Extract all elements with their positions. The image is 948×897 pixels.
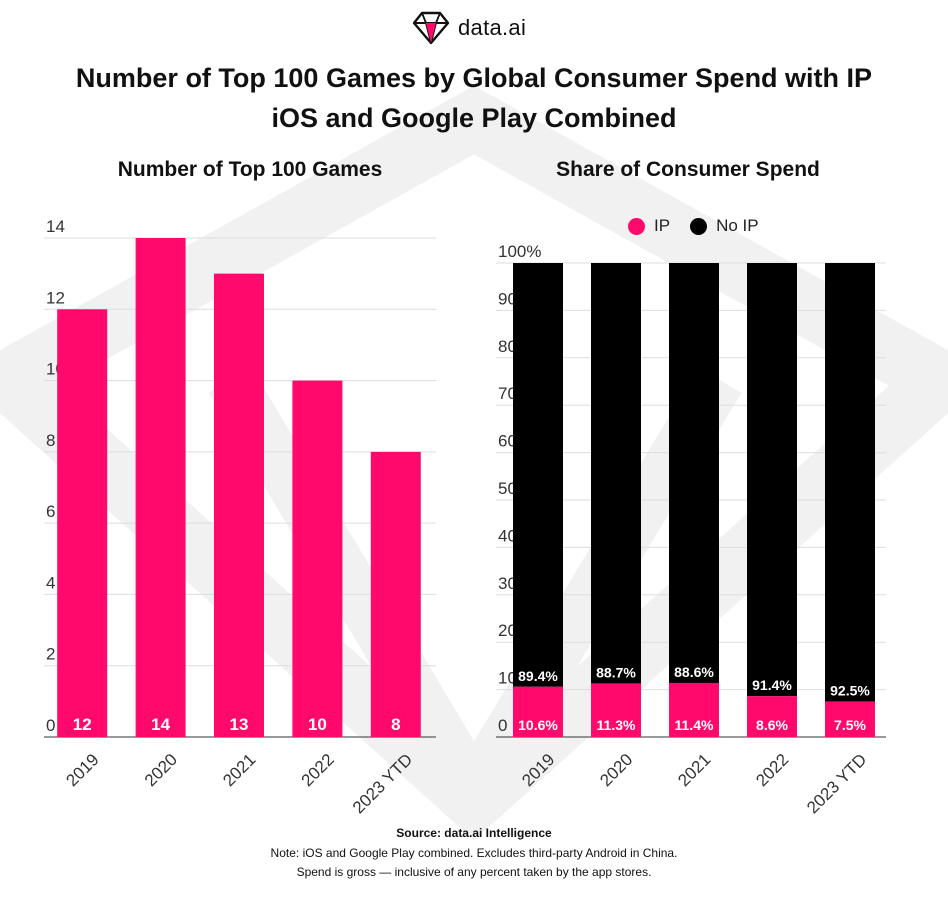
right-bar-no-ip [591,263,641,684]
legend: IP No IP [628,216,779,236]
legend-label-ip: IP [654,216,671,235]
right-x-tick-label: 2020 [596,750,636,790]
brand-logo: data.ai [412,8,552,48]
right-ip-label: 10.6% [518,717,558,733]
left-bar [135,238,186,737]
right-chart-title: Share of Consumer Spend [556,158,820,181]
legend-label-no-ip: No IP [716,216,759,235]
right-bar-ip [747,696,797,737]
right-ip-label: 11.4% [675,717,714,733]
right-ip-label: 11.3% [597,717,636,733]
left-y-tick-label: 12 [46,288,65,307]
left-y-tick-label: 0 [46,716,55,735]
right-ip-label: 7.5% [834,717,866,733]
left-y-tick-label: 2 [46,645,55,664]
page-title-line1: Number of Top 100 Games by Global Consum… [75,63,873,93]
right-y-tick-label: 100% [498,242,541,261]
legend-swatch-no-ip [690,217,708,235]
left-bar [57,309,108,737]
right-bar-no-ip [513,263,563,687]
right-y-tick-label: 0 [498,716,507,735]
right-no-ip-label: 88.7% [596,664,636,680]
left-y-tick-label: 6 [46,502,55,521]
legend-item-ip: IP [628,216,670,236]
left-y-tick-label: 4 [46,573,55,592]
footer-note-2: Spend is gross — inclusive of any percen… [296,865,652,879]
right-bar-no-ip [747,263,797,697]
right-no-ip-label: 91.4% [752,677,792,693]
footer-note-1: Note: iOS and Google Play combined. Excl… [270,846,678,860]
left-y-tick-label: 14 [46,217,65,236]
right-x-tick-label: 2019 [518,750,558,790]
right-bar-ip [591,683,641,737]
legend-swatch-ip [628,217,645,235]
right-bar-no-ip [825,263,875,702]
right-x-tick-label: 2023 YTD [803,750,870,817]
right-x-tick-label: 2022 [752,750,792,790]
left-bar-label: 8 [391,715,400,734]
left-bar-label: 12 [73,715,92,734]
right-no-ip-label: 89.4% [518,668,558,684]
brand-name: data.ai [458,15,527,40]
right-bar-ip [669,682,719,737]
footer-source: Source: data.ai Intelligence [396,826,552,840]
right-no-ip-label: 88.6% [674,664,714,680]
right-no-ip-label: 92.5% [830,682,870,698]
right-bar-ip [825,701,875,737]
left-chart-title: Number of Top 100 Games [117,158,383,181]
page-title-line2: iOS and Google Play Combined [271,103,677,133]
left-y-tick-label: 8 [46,431,55,450]
right-x-tick-label: 2021 [674,750,714,790]
right-bar-no-ip [669,263,719,683]
left-bar-label: 10 [308,715,327,734]
right-bar-ip [513,686,563,737]
left-bar [292,380,343,737]
legend-item-no-ip: No IP [690,216,759,236]
diamond-icon [412,11,450,45]
left-bar-label: 13 [230,715,249,734]
left-bar [214,273,264,737]
right-ip-label: 8.6% [756,717,788,733]
left-bar [370,451,421,737]
left-bar-label: 14 [151,715,170,734]
